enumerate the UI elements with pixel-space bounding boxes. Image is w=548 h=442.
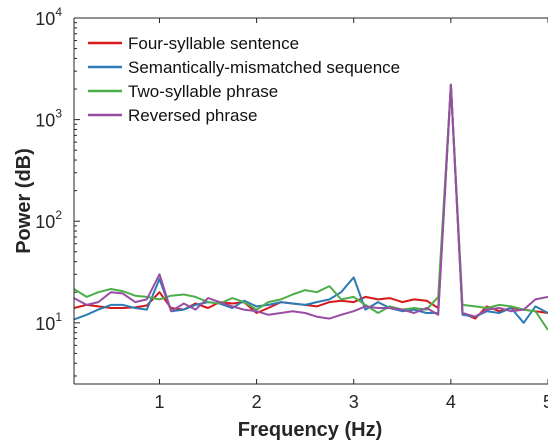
series-lines <box>73 83 548 331</box>
legend-label: Reversed phrase <box>128 106 257 125</box>
x-tick-label: 5 <box>543 392 548 412</box>
x-tick-label: 1 <box>154 392 164 412</box>
x-tick-label: 2 <box>252 392 262 412</box>
y-tick-label: 103 <box>35 107 62 131</box>
plot-background <box>74 18 548 384</box>
series-line-4 <box>73 83 548 320</box>
series-line-3 <box>73 83 548 331</box>
x-tick-label: 4 <box>446 392 456 412</box>
legend-label: Semantically-mismatched sequence <box>128 58 400 77</box>
x-axis-label: Frequency (Hz) <box>238 419 382 441</box>
legend-label: Two-syllable phrase <box>128 82 278 101</box>
y-ticks: 101 102 103 104 <box>35 5 80 377</box>
x-ticks: 1 2 3 4 5 <box>154 18 548 412</box>
y-tick-label: 104 <box>35 5 62 29</box>
legend: Four-syllable sentence Semantically-misma… <box>88 34 400 125</box>
y-tick-label: 102 <box>35 208 62 232</box>
legend-label: Four-syllable sentence <box>128 34 299 53</box>
y-axis-label: Power (dB) <box>13 148 35 254</box>
y-tick-label: 101 <box>35 310 62 334</box>
x-tick-label: 3 <box>349 392 359 412</box>
